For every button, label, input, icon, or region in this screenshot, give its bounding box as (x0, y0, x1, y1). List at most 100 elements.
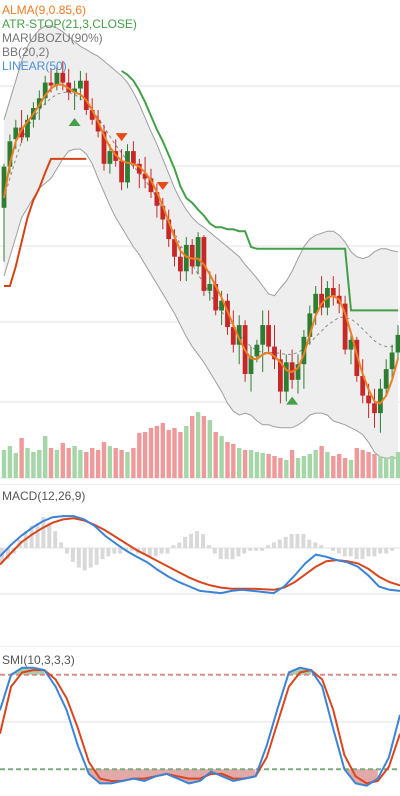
macd-histogram-bar (372, 548, 377, 557)
volume-bar (78, 450, 83, 478)
macd-histogram-bar (41, 517, 46, 548)
macd-histogram-bar (230, 548, 235, 560)
macd-histogram-bar (342, 548, 347, 557)
candle (260, 310, 266, 372)
candle-body (348, 339, 354, 350)
volume-bar (142, 432, 148, 478)
legend-alma: ALMA(9,0.85,6) (2, 3, 86, 17)
candle (83, 72, 89, 115)
volume-bar (260, 453, 265, 478)
volume-bar (25, 448, 30, 478)
candle-body (95, 119, 101, 132)
candle-body (260, 325, 266, 345)
volume-bar (113, 448, 118, 478)
candle (230, 310, 236, 353)
volume-bar (54, 450, 60, 478)
candle-body (166, 219, 172, 240)
candle-body (213, 284, 219, 311)
candle-body (154, 192, 160, 206)
candle-body (42, 82, 48, 99)
volume-bar (172, 428, 177, 478)
smi-signal-line (0, 669, 400, 785)
volume-bar (13, 453, 18, 478)
volume-bar (60, 443, 65, 478)
signal-markers (68, 118, 299, 405)
price-legend: ALMA(9,0.85,6) ATR-STOP(21,3,CLOSE) MARU… (2, 3, 137, 73)
volume-bar (319, 446, 324, 478)
macd-histogram-bar (59, 542, 64, 548)
volume-bar (219, 436, 224, 478)
macd-histogram-bar (307, 539, 312, 548)
macd-histogram-bar (159, 548, 164, 554)
macd-histogram-bar (165, 548, 170, 554)
candle-body (295, 364, 301, 380)
macd-histogram-bar (82, 548, 87, 571)
candle-body (60, 72, 66, 83)
candle-body (395, 334, 400, 353)
macd-histogram-bar (366, 548, 371, 557)
candle (348, 332, 354, 365)
candle (1, 163, 7, 262)
volume-bar (360, 450, 365, 478)
candle (160, 198, 166, 230)
volume-bar (190, 416, 195, 478)
volume-bar (389, 456, 395, 478)
candle-body (313, 293, 319, 314)
macd-histogram-bar (236, 548, 241, 557)
volume-bar (72, 446, 77, 478)
volume-bar (178, 432, 183, 478)
candlesticks (1, 61, 400, 433)
candle (54, 66, 60, 91)
macd-histogram-bar (195, 531, 199, 548)
volume-bar (378, 456, 383, 478)
candle (178, 246, 183, 282)
candle (295, 354, 301, 394)
candle-body (48, 82, 54, 86)
candle (378, 378, 383, 433)
volume-bar (395, 452, 400, 478)
bb-upper-line (3, 25, 399, 297)
macd-chart[interactable]: MACD(12,26,9) (0, 484, 400, 644)
macd-histogram-bar (360, 548, 365, 560)
macd-histogram-bar (218, 548, 223, 560)
volume-bar (154, 426, 160, 478)
candle-body (54, 72, 60, 86)
macd-histogram-bar (100, 548, 105, 560)
macd-histogram-bar (65, 548, 69, 554)
bb-middle-line (3, 91, 398, 355)
candle-body (189, 244, 195, 267)
volume-bar (119, 450, 124, 478)
volume-bar (213, 432, 218, 478)
macd-histogram-bar (112, 548, 117, 554)
candle-body (330, 288, 336, 296)
candle-body (278, 359, 283, 392)
volume-bar (225, 442, 230, 478)
macd-histogram-bar (242, 548, 247, 554)
volume-bar (284, 460, 289, 478)
macd-histogram-bar (76, 548, 81, 568)
candle-body (354, 339, 360, 376)
candle (266, 310, 271, 355)
volume-bar (207, 420, 212, 478)
candle-body (136, 163, 142, 174)
candle-body (7, 141, 13, 167)
volume-bar (248, 450, 254, 478)
candle (136, 158, 142, 189)
volume-bar (372, 454, 377, 478)
atr-stop-up-line (121, 70, 398, 312)
candle (283, 354, 289, 402)
macd-histogram-bar (354, 548, 359, 560)
macd-histogram-bar (266, 545, 270, 548)
macd-histogram-bar (5, 548, 10, 560)
macd-histogram-bar (295, 534, 300, 548)
buy-marker (68, 118, 81, 126)
candle-body (142, 173, 148, 179)
volume-bar (289, 450, 295, 478)
candle-body (272, 346, 277, 360)
smi-chart[interactable]: SMI(10,3,3,3) (0, 646, 400, 796)
price-chart[interactable]: ALMA(9,0.85,6) ATR-STOP(21,3,CLOSE) MARU… (0, 0, 400, 480)
macd-histogram-bar (301, 534, 306, 548)
candle-body (195, 237, 201, 267)
macd-histogram-bar (153, 548, 158, 557)
macd-histogram-bar (277, 539, 282, 548)
